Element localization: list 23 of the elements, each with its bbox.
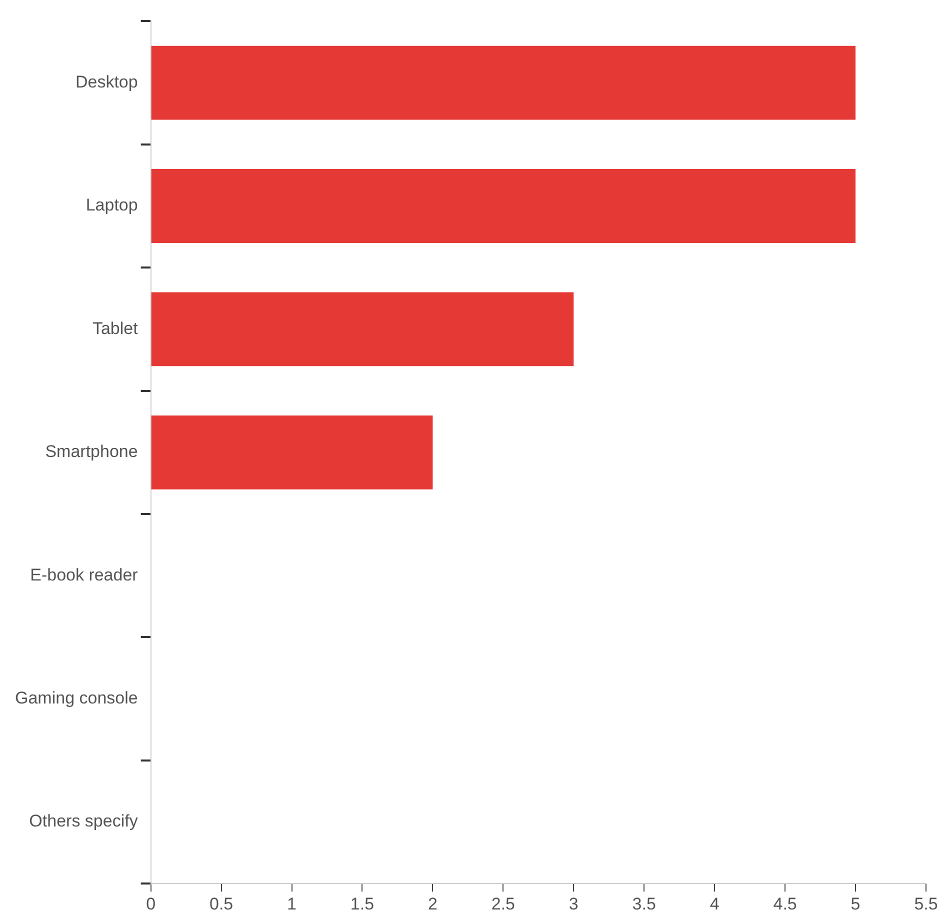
x-tick-label: 2	[428, 894, 438, 914]
y-tick-label: Others specify	[29, 812, 138, 831]
y-tick-label: Gaming console	[15, 688, 138, 708]
y-tick-label: Desktop	[75, 72, 138, 92]
y-tick-label: Laptop	[86, 196, 138, 215]
bar	[151, 169, 856, 243]
bar	[151, 415, 433, 490]
x-tick-label: 1.5	[350, 894, 374, 914]
bar	[151, 46, 856, 120]
x-tick-label: 3.5	[632, 894, 656, 914]
x-tick-label: 3	[568, 894, 578, 914]
x-tick-label: 2.5	[491, 894, 516, 914]
x-tick-label: 1	[287, 894, 297, 914]
x-tick-label: 4.5	[773, 894, 797, 914]
x-tick-label: 5	[850, 894, 860, 914]
y-tick-label: E-book reader	[30, 565, 138, 584]
y-tick-label: Tablet	[92, 318, 138, 338]
y-tick-label: Smartphone	[45, 442, 138, 462]
x-tick-label: 5.5	[914, 894, 938, 914]
x-tick-label: 0	[146, 894, 156, 914]
bar	[151, 292, 574, 366]
x-tick-label: 0.5	[209, 894, 234, 914]
x-tick-label: 4	[710, 894, 720, 914]
